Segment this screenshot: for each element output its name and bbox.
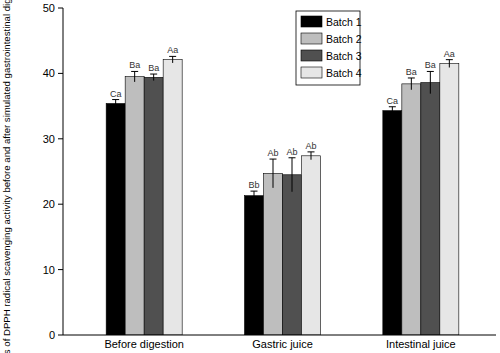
error-bar xyxy=(308,152,315,160)
error-stem xyxy=(392,107,393,115)
bar xyxy=(283,175,302,335)
y-tick-label: 40 xyxy=(43,67,55,79)
error-bar xyxy=(251,191,258,200)
significance-label: Aa xyxy=(444,49,455,59)
error-stem xyxy=(254,191,255,200)
error-cap xyxy=(270,159,277,160)
error-bar xyxy=(289,158,296,192)
bar xyxy=(402,84,421,335)
bars xyxy=(106,56,459,335)
labels: Ca Bb Ca Ba Ab Ba Ba Ab Ba Aa Ab Aa xyxy=(110,45,455,190)
error-stem xyxy=(134,71,135,81)
error-bar xyxy=(408,78,415,90)
error-stem xyxy=(292,158,293,192)
legend-swatch xyxy=(301,67,322,78)
chart: Ca Bb Ca Ba Ab Ba Ba Ab Ba Aa Ab Aa 0 10 20 30 40 50 Befor… xyxy=(0,0,500,353)
error-cap xyxy=(169,56,176,57)
y-tick xyxy=(58,335,63,336)
legend-label: Batch 2 xyxy=(326,33,362,45)
significance-label: Ba xyxy=(425,60,436,70)
error-cap xyxy=(308,151,315,152)
significance-label: Ca xyxy=(387,96,399,106)
error-stem xyxy=(172,56,173,63)
bar xyxy=(144,77,163,335)
error-bar xyxy=(389,107,396,115)
bar xyxy=(383,111,402,335)
significance-label: Ba xyxy=(129,60,140,70)
error-cap xyxy=(389,106,396,107)
significance-label: Ca xyxy=(110,89,122,99)
y-tick-label: 30 xyxy=(43,133,55,145)
bar xyxy=(440,64,459,335)
error-bar xyxy=(446,60,453,68)
bar xyxy=(302,156,321,335)
error-cap xyxy=(251,191,258,192)
error-stem xyxy=(115,100,116,108)
bar xyxy=(245,196,264,335)
bar xyxy=(264,173,283,335)
legend-swatch xyxy=(301,33,322,44)
legend-swatch xyxy=(301,16,322,27)
legend: Batch 1 Batch 2 Batch 3 Batch 4 xyxy=(296,11,362,85)
x-tick-label: Before digestion xyxy=(104,338,184,350)
x-tick-label: Gastric juice xyxy=(252,338,313,350)
bar xyxy=(421,83,440,335)
error-cap xyxy=(289,157,296,158)
significance-label: Bb xyxy=(248,180,259,190)
x-tick-label: Intestinal juice xyxy=(386,338,456,350)
y-tick-label: 0 xyxy=(49,329,55,341)
significance-label: Ab xyxy=(305,141,316,151)
error-bar xyxy=(112,100,119,108)
error-cap xyxy=(150,74,157,75)
error-stem xyxy=(430,71,431,93)
y-tick xyxy=(58,204,63,205)
y-tick xyxy=(58,269,63,270)
significance-label: Ba xyxy=(148,63,159,73)
legend-label: Batch 3 xyxy=(326,50,362,62)
error-bar xyxy=(427,71,434,93)
significance-label: Aa xyxy=(167,45,178,55)
significance-label: Ab xyxy=(267,148,278,158)
error-stem xyxy=(153,74,154,81)
y-tick xyxy=(58,73,63,74)
bar xyxy=(163,60,182,335)
error-stem xyxy=(311,152,312,160)
error-cap xyxy=(408,77,415,78)
y-axis xyxy=(63,8,64,335)
error-stem xyxy=(273,159,274,188)
error-stem xyxy=(411,78,412,90)
y-tick xyxy=(58,8,63,9)
legend-label: Batch 1 xyxy=(326,16,362,28)
error-cap xyxy=(427,71,434,72)
error-bar xyxy=(150,74,157,81)
error-stem xyxy=(449,60,450,68)
y-tick-label: 10 xyxy=(43,264,55,276)
error-cap xyxy=(131,71,138,72)
y-tick xyxy=(58,138,63,139)
y-tick-label: 20 xyxy=(43,198,55,210)
legend-label: Batch 4 xyxy=(326,67,362,79)
error-bar xyxy=(270,159,277,188)
error-bar xyxy=(169,56,176,63)
error-cap xyxy=(446,59,453,60)
y-axis-label: Changes of DPPH radical scavenging activ… xyxy=(1,0,12,353)
significance-label: Ba xyxy=(406,67,417,77)
significance-label: Ab xyxy=(286,147,297,157)
x-axis xyxy=(63,335,496,336)
legend-swatch xyxy=(301,50,322,61)
y-tick-label: 50 xyxy=(43,2,55,14)
error-bar xyxy=(131,71,138,81)
bar xyxy=(125,77,144,335)
error-cap xyxy=(112,99,119,100)
bar xyxy=(106,103,125,335)
